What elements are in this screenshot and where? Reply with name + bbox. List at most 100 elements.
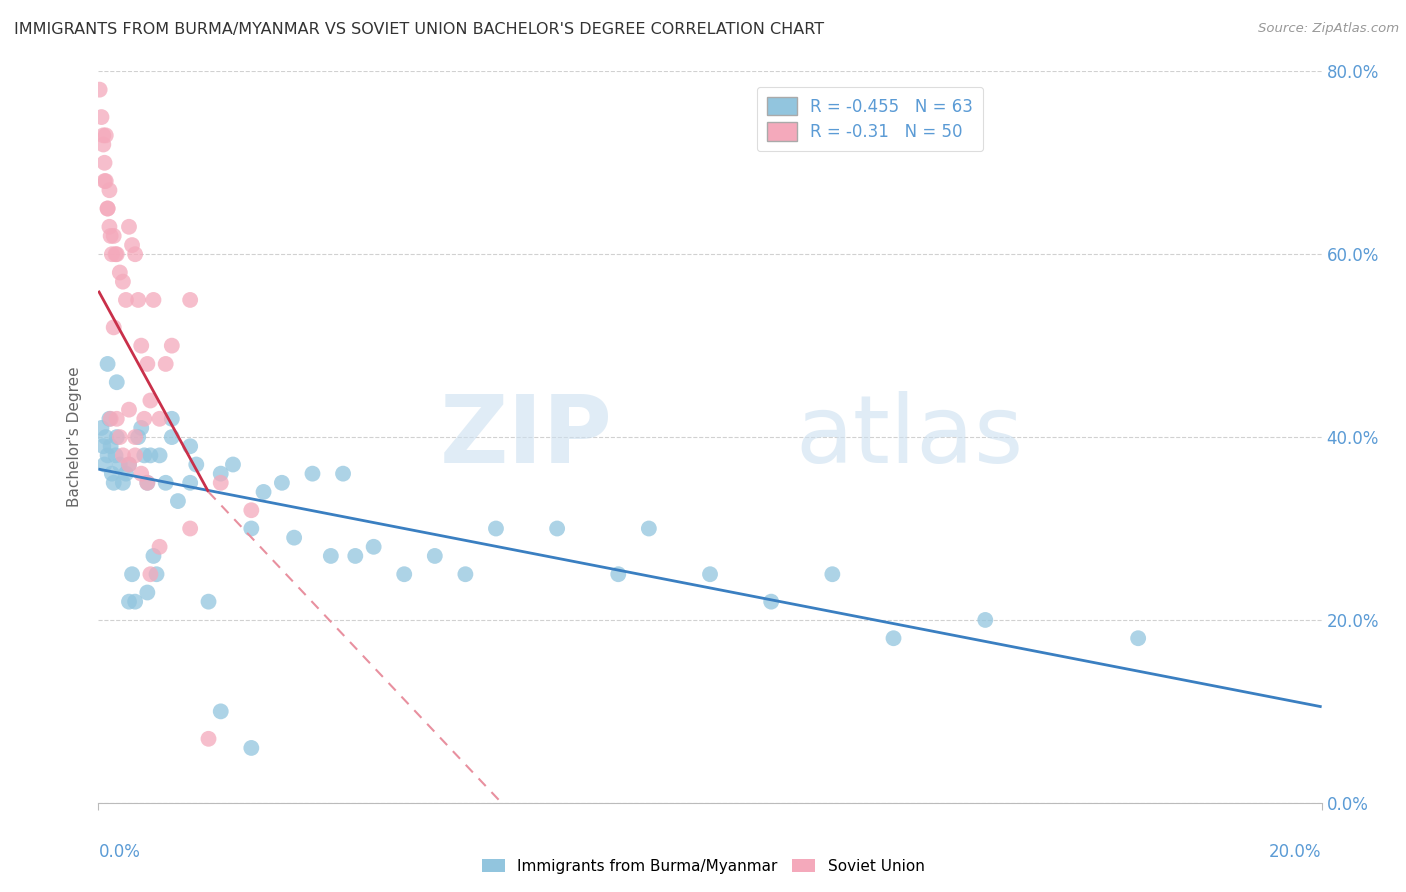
Point <box>108 458 131 472</box>
Point <box>105 247 128 261</box>
Point <box>91 137 114 152</box>
Point <box>94 430 117 444</box>
Point <box>105 412 128 426</box>
Point <box>136 357 159 371</box>
Point <box>179 293 201 307</box>
Point <box>121 567 143 582</box>
Point <box>160 430 183 444</box>
Point <box>100 412 122 426</box>
Point <box>209 705 232 719</box>
Point <box>638 521 661 535</box>
Y-axis label: Bachelor's Degree: Bachelor's Degree <box>67 367 83 508</box>
Legend: R = -0.455   N = 63, R = -0.31   N = 50: R = -0.455 N = 63, R = -0.31 N = 50 <box>756 87 983 151</box>
Point <box>124 449 146 463</box>
Point <box>90 110 112 124</box>
Point <box>91 439 114 453</box>
Point <box>546 521 568 535</box>
Point <box>101 247 124 261</box>
Point <box>145 567 167 582</box>
Text: 0.0%: 0.0% <box>98 843 141 861</box>
Point <box>301 467 323 481</box>
Point <box>332 467 354 481</box>
Point <box>118 458 141 472</box>
Point <box>121 238 143 252</box>
Point <box>124 594 146 608</box>
Point <box>105 430 128 444</box>
Point <box>167 494 190 508</box>
Point <box>197 731 219 746</box>
Point <box>197 594 219 608</box>
Point <box>97 449 120 463</box>
Point <box>1128 632 1150 646</box>
Point <box>127 430 149 444</box>
Point <box>108 430 131 444</box>
Point <box>98 412 121 426</box>
Point <box>136 585 159 599</box>
Point <box>89 83 111 97</box>
Point <box>209 475 232 490</box>
Point <box>136 475 159 490</box>
Point <box>118 402 141 417</box>
Point <box>127 293 149 307</box>
Point <box>108 266 131 280</box>
Point <box>821 567 844 582</box>
Point <box>104 247 127 261</box>
Point <box>93 458 115 472</box>
Point <box>149 449 172 463</box>
Point <box>103 475 125 490</box>
Point <box>101 467 124 481</box>
Point <box>363 540 385 554</box>
Point <box>94 128 117 143</box>
Point <box>392 567 416 582</box>
Point <box>134 412 156 426</box>
Point <box>149 412 172 426</box>
Point <box>155 475 177 490</box>
Text: Source: ZipAtlas.com: Source: ZipAtlas.com <box>1258 22 1399 36</box>
Point <box>100 439 122 453</box>
Point <box>100 228 122 243</box>
Point <box>97 202 120 216</box>
Point <box>111 449 134 463</box>
Point <box>91 128 114 143</box>
Point <box>105 376 128 390</box>
Point <box>186 458 208 472</box>
Point <box>94 174 117 188</box>
Point <box>139 449 162 463</box>
Point <box>149 540 172 554</box>
Text: 20.0%: 20.0% <box>1270 843 1322 861</box>
Point <box>142 293 165 307</box>
Point <box>142 549 165 563</box>
Point <box>160 339 183 353</box>
Point <box>761 594 783 608</box>
Point <box>240 521 263 535</box>
Point <box>98 219 121 234</box>
Point <box>124 430 146 444</box>
Point <box>283 531 305 545</box>
Point <box>104 449 127 463</box>
Point <box>454 567 477 582</box>
Point <box>97 202 120 216</box>
Point <box>160 412 183 426</box>
Point <box>129 339 152 353</box>
Point <box>90 421 112 435</box>
Point <box>270 475 294 490</box>
Point <box>699 567 721 582</box>
Point <box>118 219 141 234</box>
Point <box>93 156 115 170</box>
Point <box>118 594 141 608</box>
Point <box>139 567 162 582</box>
Point <box>222 458 245 472</box>
Point <box>607 567 630 582</box>
Point <box>319 549 342 563</box>
Point <box>103 320 125 334</box>
Point <box>93 174 115 188</box>
Point <box>179 521 201 535</box>
Point <box>974 613 997 627</box>
Point <box>209 467 232 481</box>
Point <box>111 275 134 289</box>
Text: ZIP: ZIP <box>439 391 612 483</box>
Point <box>115 467 138 481</box>
Point <box>118 458 141 472</box>
Point <box>129 467 152 481</box>
Point <box>423 549 446 563</box>
